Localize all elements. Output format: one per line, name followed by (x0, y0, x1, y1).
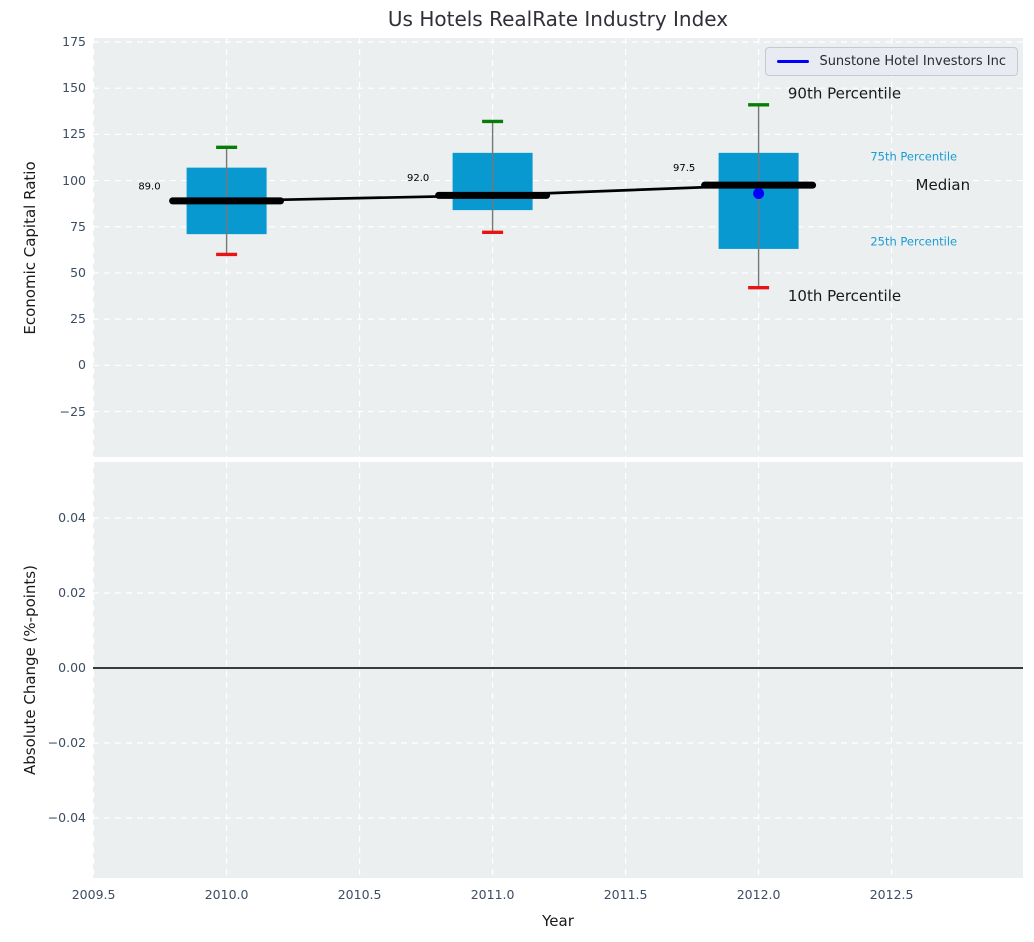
y-tick-label: 75 (70, 218, 86, 234)
x-axis-label: Year (542, 912, 574, 930)
percentile-label: 10th Percentile (788, 287, 901, 305)
y-tick-label: 100 (62, 172, 86, 188)
x-tick-label: 2009.5 (71, 887, 116, 902)
y-tick-label: 25 (70, 311, 86, 327)
x-tick-label: 2010.5 (337, 887, 382, 902)
percentile-label: 90th Percentile (788, 85, 901, 103)
y-tick-label: 125 (62, 126, 86, 142)
x-tick-label: 2012.5 (869, 887, 914, 902)
y-tick-label: −0.04 (47, 810, 86, 825)
percentile-label: 75th Percentile (870, 150, 957, 164)
company-point (753, 187, 765, 199)
legend-label: Sunstone Hotel Investors Inc (819, 54, 1006, 69)
x-tick-label: 2011.5 (603, 887, 648, 902)
top-axes-svg: 89.0 92.0 97.5 90th Percentile 75th Percenti… (93, 38, 1023, 457)
y-tick-label: −0.02 (47, 735, 86, 750)
median-annotation: 97.5 (673, 163, 695, 174)
bottom-axes (93, 462, 1023, 878)
top-axes: 89.0 92.0 97.5 90th Percentile 75th Percenti… (93, 38, 1023, 457)
bottom-axes-svg (93, 462, 1023, 878)
x-tick-label: 2010.0 (204, 887, 249, 902)
y-tick-label: 0 (78, 357, 86, 373)
chart-title: Us Hotels RealRate Industry Index (387, 7, 729, 31)
legend-line-swatch (777, 60, 810, 63)
median-annotation: 89.0 (138, 182, 160, 193)
y-tick-label: −25 (59, 403, 86, 419)
y-tick-label: 150 (62, 80, 86, 96)
y-tick-label: 50 (70, 264, 86, 280)
median-annotation: 92.0 (407, 173, 429, 184)
percentile-label: Median (916, 176, 971, 194)
x-tick-label: 2011.0 (470, 887, 515, 902)
legend: Sunstone Hotel Investors Inc (765, 47, 1018, 76)
y-tick-label: 0.02 (58, 585, 86, 600)
y-tick-label: 0.04 (58, 510, 86, 525)
y-tick-label: 0.00 (58, 660, 86, 675)
percentile-label: 25th Percentile (870, 235, 957, 249)
x-tick-label: 2012.0 (736, 887, 781, 902)
y-tick-label: 175 (62, 34, 86, 49)
